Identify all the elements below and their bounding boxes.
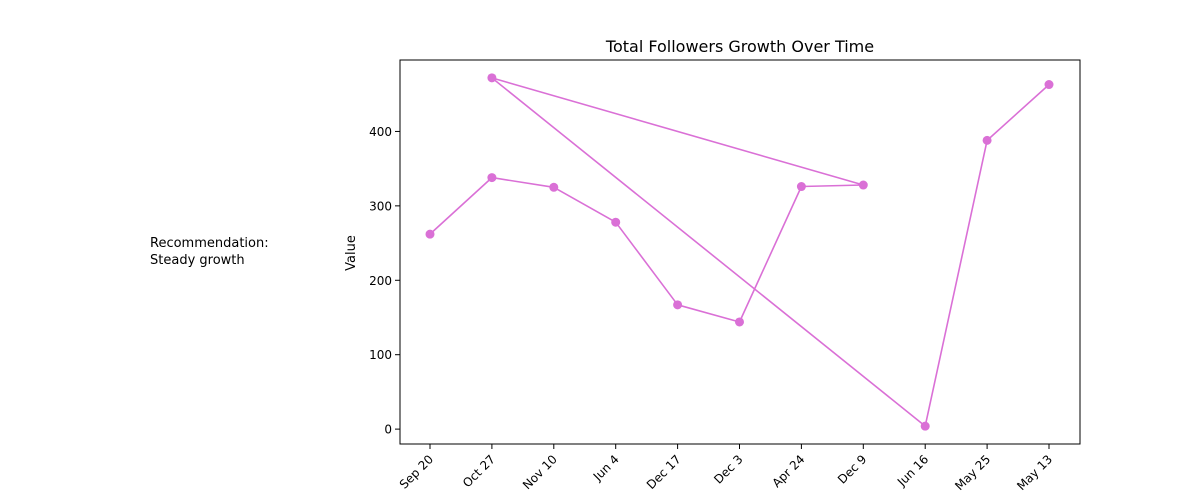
recommendation-label: Recommendation: xyxy=(150,236,269,251)
data-point xyxy=(735,317,744,327)
data-point xyxy=(487,73,497,83)
series-line xyxy=(429,77,1050,427)
x-tick-label: Jun 16 xyxy=(894,452,931,489)
data-point xyxy=(1044,80,1054,90)
recommendation-value: Steady growth xyxy=(150,253,245,268)
y-tick-label: 400 xyxy=(369,125,392,139)
data-point xyxy=(673,300,683,310)
x-tick-label: Oct 27 xyxy=(460,452,498,490)
plot-frame xyxy=(399,59,1081,445)
x-tick-label: Jun 4 xyxy=(590,452,622,484)
x-tick-label: Sep 20 xyxy=(397,452,436,491)
x-tick-label: Dec 17 xyxy=(644,452,684,492)
data-point xyxy=(858,180,868,190)
x-tick-label: Dec 9 xyxy=(835,452,869,486)
recommendation-text: Recommendation: Steady growth xyxy=(150,235,269,269)
y-tick-label: 100 xyxy=(369,348,392,362)
chart-title: Total Followers Growth Over Time xyxy=(605,37,874,56)
y-tick-label: 0 xyxy=(384,423,392,437)
y-tick-label: 300 xyxy=(369,199,392,213)
x-tick-label: Dec 3 xyxy=(711,452,745,486)
y-axis-label: Value xyxy=(344,235,359,271)
data-point xyxy=(425,229,435,239)
data-point xyxy=(920,421,930,431)
x-tick-label: Apr 24 xyxy=(769,452,807,490)
x-tick-label: May 25 xyxy=(952,452,993,493)
data-point xyxy=(487,173,497,183)
x-tick-label: Nov 10 xyxy=(520,452,560,492)
data-point xyxy=(611,217,621,227)
y-tick-label: 200 xyxy=(369,274,392,288)
plot-layer: 0 100 200 300 400 Sep 20 Oct 27 Nov 10 Jun 4 Dec … xyxy=(369,73,1055,493)
data-point xyxy=(982,135,992,145)
x-tick-label: May 13 xyxy=(1014,452,1055,493)
data-point xyxy=(796,182,806,192)
data-point xyxy=(549,182,559,192)
